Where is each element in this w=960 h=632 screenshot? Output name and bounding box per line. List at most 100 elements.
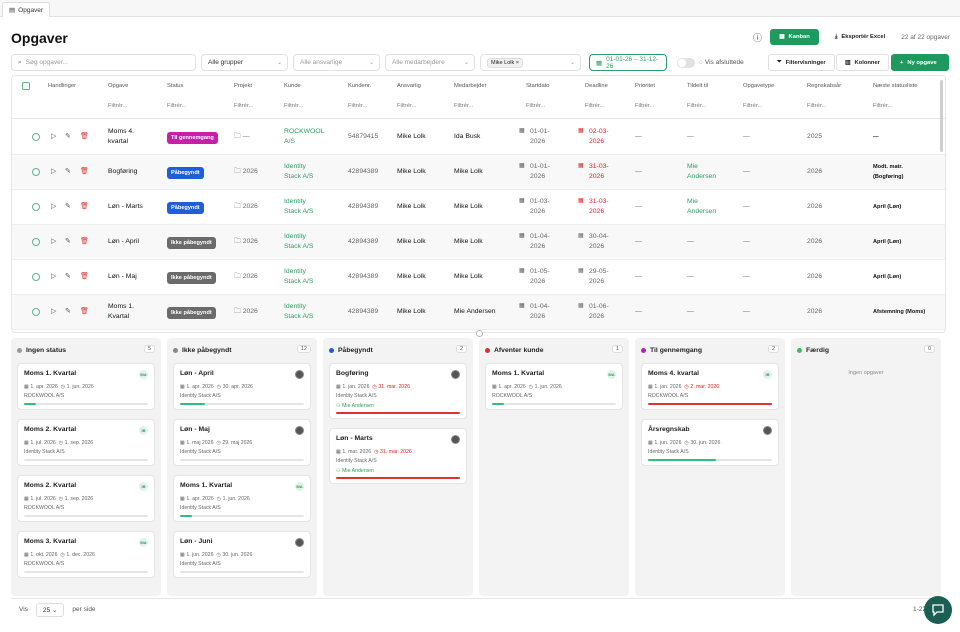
column-header[interactable]: Opgave [108, 83, 129, 89]
customer-link[interactable]: Identity [284, 303, 306, 310]
column-header[interactable]: Kundenr. [348, 83, 372, 89]
customer-link[interactable]: ROCKWOOL [284, 128, 325, 135]
column-filter-input[interactable]: Filtrér... [108, 103, 128, 109]
help-icon[interactable]: ⓘ [753, 32, 763, 43]
resize-handle[interactable] [476, 330, 483, 337]
column-filter-input[interactable]: Filtrér... [807, 103, 827, 109]
row-checkbox[interactable] [32, 308, 40, 316]
column-header[interactable]: Regnskabsår [807, 83, 842, 89]
groups-select[interactable]: Alle grupper ⌄ [201, 54, 288, 71]
kanban-card[interactable]: Løn - Maj ▦ 1. maj 2026 ◷ 29. maj 2026 Ide… [173, 419, 311, 466]
kanban-card[interactable]: Løn - Marts ▦ 1. mar. 2026 ◷ 31. mar. 202… [329, 428, 467, 484]
column-filter-input[interactable]: Filtrér... [284, 103, 304, 109]
kanban-card[interactable]: Moms 4. kvartal IB ▦ 1. jan. 2026 ◷ 2. mar… [641, 363, 779, 410]
employees-select[interactable]: Alle medarbejdere ⌄ [385, 54, 475, 71]
play-icon[interactable]: ▷ [51, 273, 57, 280]
task-name[interactable]: Moms 4. [108, 128, 135, 135]
project-cell[interactable]: 🗀 2026 [234, 202, 258, 212]
delete-icon[interactable]: 🗑 [80, 168, 89, 175]
customer-link[interactable]: Stack A/S [284, 208, 314, 215]
export-excel-button[interactable]: ⤓ Eksportér Excel [826, 29, 894, 45]
edit-icon[interactable]: ✎ [65, 238, 71, 245]
assigned-to[interactable]: Andersen [687, 208, 717, 215]
column-header[interactable]: Prioritet [635, 83, 655, 89]
edit-icon[interactable]: ✎ [65, 133, 71, 140]
responsible-select[interactable]: Alle ansvarlige ⌄ [293, 54, 380, 71]
task-name[interactable]: kvartal [108, 138, 129, 145]
task-name[interactable]: Bogføring [108, 168, 138, 175]
customer-link[interactable]: Stack A/S [284, 278, 314, 285]
customer-link[interactable]: Identity [284, 163, 306, 170]
table-row[interactable]: ▷ ✎ 🗑 Bogføring Påbegyndt 🗀 2026 Identity Stack… [12, 155, 945, 190]
kanban-card[interactable]: Moms 1. Kvartal MA ▦ 1. apr. 2026 ◷ 1. jun… [173, 475, 311, 522]
select-all-checkbox[interactable] [22, 82, 30, 90]
column-header[interactable]: Tildelt til [687, 83, 709, 89]
customer-link[interactable]: A/S [284, 138, 295, 145]
chat-button[interactable] [924, 596, 952, 624]
column-header[interactable]: Kunde [284, 83, 301, 89]
assigned-to[interactable]: Mie [687, 198, 698, 205]
column-header[interactable]: Startdato [526, 83, 550, 89]
table-row[interactable]: ▷ ✎ 🗑 Moms 4. kvartal Til gennemgang 🗀 — ROCKWO… [12, 120, 945, 155]
row-checkbox[interactable] [32, 133, 40, 141]
column-header[interactable]: Ansvarlig [397, 83, 421, 89]
project-cell[interactable]: 🗀 2026 [234, 307, 258, 317]
column-filter-input[interactable]: Filtrér... [585, 103, 605, 109]
kanban-card[interactable]: Løn - April ▦ 1. apr. 2026 ◷ 30. apr. 202… [173, 363, 311, 410]
employee-chip[interactable]: Mike Lolk × [487, 57, 523, 68]
selected-employee-select[interactable]: Mike Lolk × ⌄ [480, 54, 581, 71]
customer-link[interactable]: Stack A/S [284, 313, 314, 320]
edit-icon[interactable]: ✎ [65, 273, 71, 280]
date-range-picker[interactable]: ▦ 01-01-26 – 31-12-26 [589, 54, 667, 71]
play-icon[interactable]: ▷ [51, 238, 57, 245]
status-badge[interactable]: Påbegyndt [167, 202, 204, 214]
delete-icon[interactable]: 🗑 [80, 273, 89, 280]
row-checkbox[interactable] [32, 273, 40, 281]
page-size-select[interactable]: 25 ⌄ [35, 602, 65, 617]
assigned-to[interactable]: Andersen [687, 173, 717, 180]
task-name[interactable]: Løn - Marts [108, 203, 143, 210]
column-header[interactable]: Opgavetype [743, 83, 775, 89]
project-cell[interactable]: 🗀 2026 [234, 167, 258, 177]
search-input[interactable]: ⌕ Søg opgaver... [11, 54, 196, 71]
customer-link[interactable]: Identity [284, 268, 306, 275]
delete-icon[interactable]: 🗑 [80, 308, 89, 315]
task-name[interactable]: Kvartal [108, 313, 130, 320]
edit-icon[interactable]: ✎ [65, 308, 71, 315]
kanban-card[interactable]: Moms 2. Kvartal IB ▦ 1. jul. 2026 ◷ 1. sep… [17, 419, 155, 466]
delete-icon[interactable]: 🗑 [80, 238, 89, 245]
project-cell[interactable]: 🗀 2026 [234, 272, 258, 282]
show-completed-toggle[interactable]: ◌ Vis afsluttede [671, 54, 751, 71]
customer-link[interactable]: Identity [284, 233, 306, 240]
row-checkbox[interactable] [32, 168, 40, 176]
kanban-card[interactable]: Årsregnskab ▦ 1. jun. 2026 ◷ 30. jun. 202… [641, 419, 779, 466]
status-badge[interactable]: Ikke påbegyndt [167, 272, 216, 284]
customer-link[interactable]: Stack A/S [284, 173, 314, 180]
column-filter-input[interactable]: Filtrér... [348, 103, 368, 109]
column-filter-input[interactable]: Filtrér... [167, 103, 187, 109]
play-icon[interactable]: ▷ [51, 133, 57, 140]
column-filter-input[interactable]: Filtrér... [873, 103, 893, 109]
task-name[interactable]: Løn - April [108, 238, 139, 245]
kanban-card[interactable]: Moms 3. Kvartal MA ▦ 1. okt. 2026 ◷ 1. dec… [17, 531, 155, 578]
kanban-button[interactable]: ▦ Kanban [770, 29, 819, 45]
status-badge[interactable]: Ikke påbegyndt [167, 307, 216, 319]
edit-icon[interactable]: ✎ [65, 203, 71, 210]
kanban-card[interactable]: Bogføring ▦ 1. jan. 2026 ◷ 31. mar. 2026 I… [329, 363, 467, 419]
edit-icon[interactable]: ✎ [65, 168, 71, 175]
table-scrollbar[interactable] [940, 80, 943, 152]
project-cell[interactable]: 🗀 2026 [234, 237, 258, 247]
column-header[interactable]: Status [167, 83, 184, 89]
column-filter-input[interactable]: Filtrér... [526, 103, 546, 109]
status-badge[interactable]: Til gennemgang [167, 132, 218, 144]
play-icon[interactable]: ▷ [51, 168, 57, 175]
kanban-card[interactable]: Løn - Juni ▦ 1. jun. 2026 ◷ 30. jun. 2026… [173, 531, 311, 578]
column-header[interactable]: Medarbejder [454, 83, 487, 89]
customer-link[interactable]: Identity [284, 198, 306, 205]
column-header[interactable]: Projekt [234, 83, 253, 89]
column-filter-input[interactable]: Filtrér... [397, 103, 417, 109]
task-name[interactable]: Løn - Maj [108, 273, 137, 280]
column-filter-input[interactable]: Filtrér... [635, 103, 655, 109]
kanban-card[interactable]: Moms 1. Kvartal MA ▦ 1. apr. 2026 ◷ 1. jun… [17, 363, 155, 410]
column-filter-input[interactable]: Filtrér... [687, 103, 707, 109]
